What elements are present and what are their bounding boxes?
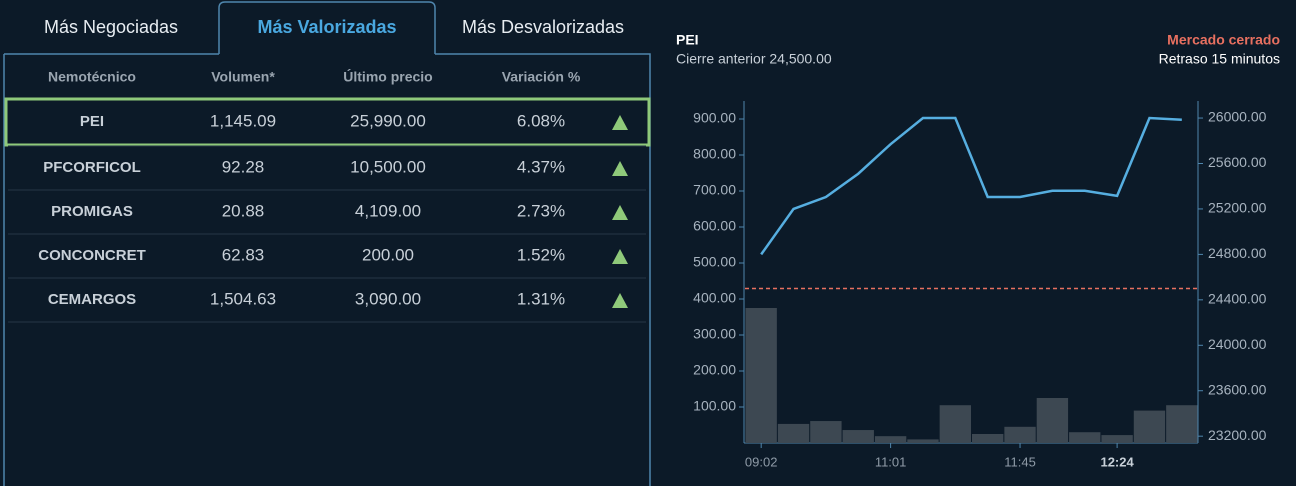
y2-tick-label: 25600.00 [1208,154,1267,170]
cell: 3,090.00 [355,289,421,308]
volume-bar [1133,410,1166,443]
delay-note: Retraso 15 minutos [1159,51,1280,67]
cell: 1,145.09 [210,111,276,130]
active-tab-frame [218,1,436,54]
ticker[interactable]: PROMIGAS [51,203,133,220]
cell: 20.88 [222,201,265,220]
chart: PEI Cierre anterior 24,500.00 Mercado ce… [676,32,1280,470]
volume-bar [939,405,971,443]
column-header: Variación % [502,69,581,85]
volume-bar [1069,432,1101,443]
ticker[interactable]: PEI [80,113,104,130]
y-tick-label: 600.00 [693,218,736,234]
volume-bar [874,436,907,443]
volume-bar [972,434,1004,443]
up-arrow [612,161,628,176]
x-tick-label: 12:24 [1100,454,1134,469]
cell: 4,109.00 [355,201,421,220]
column-header: Último precio [343,68,432,85]
y2-tick-label: 25200.00 [1208,200,1267,216]
tab[interactable]: Más Desvalorizadas [462,17,624,37]
ticker[interactable]: PFCORFICOL [43,159,141,176]
volume-bar [1101,435,1133,443]
y2-tick-label: 24800.00 [1208,245,1267,261]
y-tick-label: 100.00 [693,398,736,414]
chart-title: PEI [676,32,699,48]
x-tick-label: 11:01 [875,454,907,469]
volume-bar [745,308,777,443]
table-panel [3,53,651,486]
cell: 10,500.00 [350,157,426,176]
up-arrow [612,115,628,130]
tab[interactable]: Más Valorizadas [257,17,396,37]
y-tick-label: 800.00 [693,146,736,162]
price-line [760,116,1182,256]
y-tick-label: 900.00 [693,110,736,126]
selected-row [4,97,651,147]
cell: 1.52% [517,245,565,264]
cell: 92.28 [222,157,265,176]
y2-tick-label: 26000.00 [1208,109,1267,125]
y-tick-label: 300.00 [693,326,736,342]
volume-bar [842,430,874,443]
y-tick-label: 200.00 [693,362,736,378]
y-tick-label: 400.00 [693,290,736,306]
volume-bar [810,421,842,443]
y-tick-label: 700.00 [693,182,736,198]
x-tick-label: 11:45 [1004,454,1036,469]
up-arrow [612,205,628,220]
up-arrow [612,293,628,308]
cell: 2.73% [517,201,565,220]
volume-bar [1036,398,1069,443]
cell: 4.37% [517,157,565,176]
y2-tick-label: 24000.00 [1208,336,1267,352]
x-tick-label: 09:02 [745,454,778,469]
table: Nemotécnico Volumen* Último precio Variació… [4,68,651,323]
cell: 6.08% [517,111,565,130]
volume-bar [1004,426,1036,443]
cell: 62.83 [222,245,265,264]
cell: 200.00 [362,245,414,264]
cell: 25,990.00 [350,111,426,130]
volume-bar [777,423,810,443]
cell: 1,504.63 [210,289,276,308]
column-header: Nemotécnico [48,69,136,85]
y2-tick-label: 23600.00 [1208,381,1267,397]
y2-tick-label: 24400.00 [1208,291,1267,307]
y-tick-label: 500.00 [693,254,736,270]
up-arrow [612,249,628,264]
ticker[interactable]: CONCONCRET [38,247,146,264]
chart-subtitle: Cierre anterior 24,500.00 [676,51,832,67]
volume-bar [907,439,939,443]
ticker[interactable]: CEMARGOS [48,291,136,308]
tab[interactable]: Más Negociadas [44,17,178,37]
market-status: Mercado cerrado [1167,32,1280,48]
tabs: Más Negociadas Más Valorizadas Más Desvalo… [44,17,624,37]
column-header: Volumen* [211,69,275,85]
y2-tick-label: 23200.00 [1208,427,1267,443]
cell: 1.31% [517,289,565,308]
volume-bar [1166,405,1198,443]
